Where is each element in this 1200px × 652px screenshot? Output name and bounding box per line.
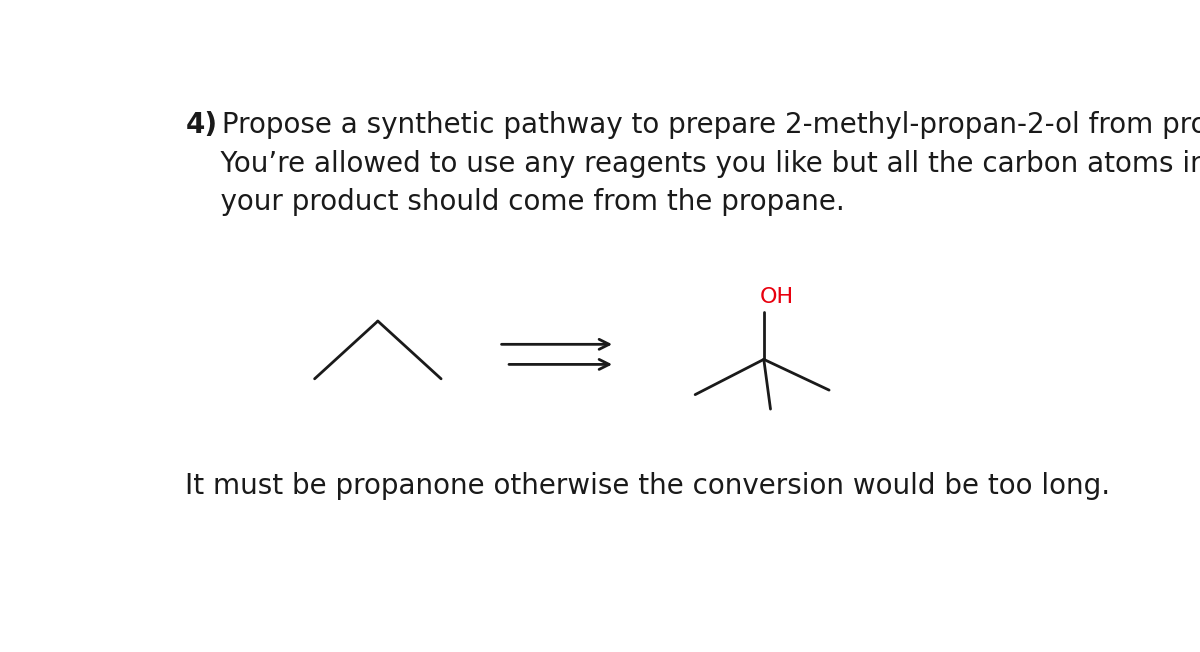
Text: Propose a synthetic pathway to prepare 2-methyl-propan-2-ol from propane.: Propose a synthetic pathway to prepare 2… [214,111,1200,139]
Text: It must be propanone otherwise the conversion would be too long.: It must be propanone otherwise the conve… [185,472,1110,500]
Text: You’re allowed to use any reagents you like but all the carbon atoms in: You’re allowed to use any reagents you l… [185,149,1200,177]
Text: 4): 4) [185,111,217,139]
Text: your product should come from the propane.: your product should come from the propan… [185,188,845,216]
Text: OH: OH [760,287,794,307]
